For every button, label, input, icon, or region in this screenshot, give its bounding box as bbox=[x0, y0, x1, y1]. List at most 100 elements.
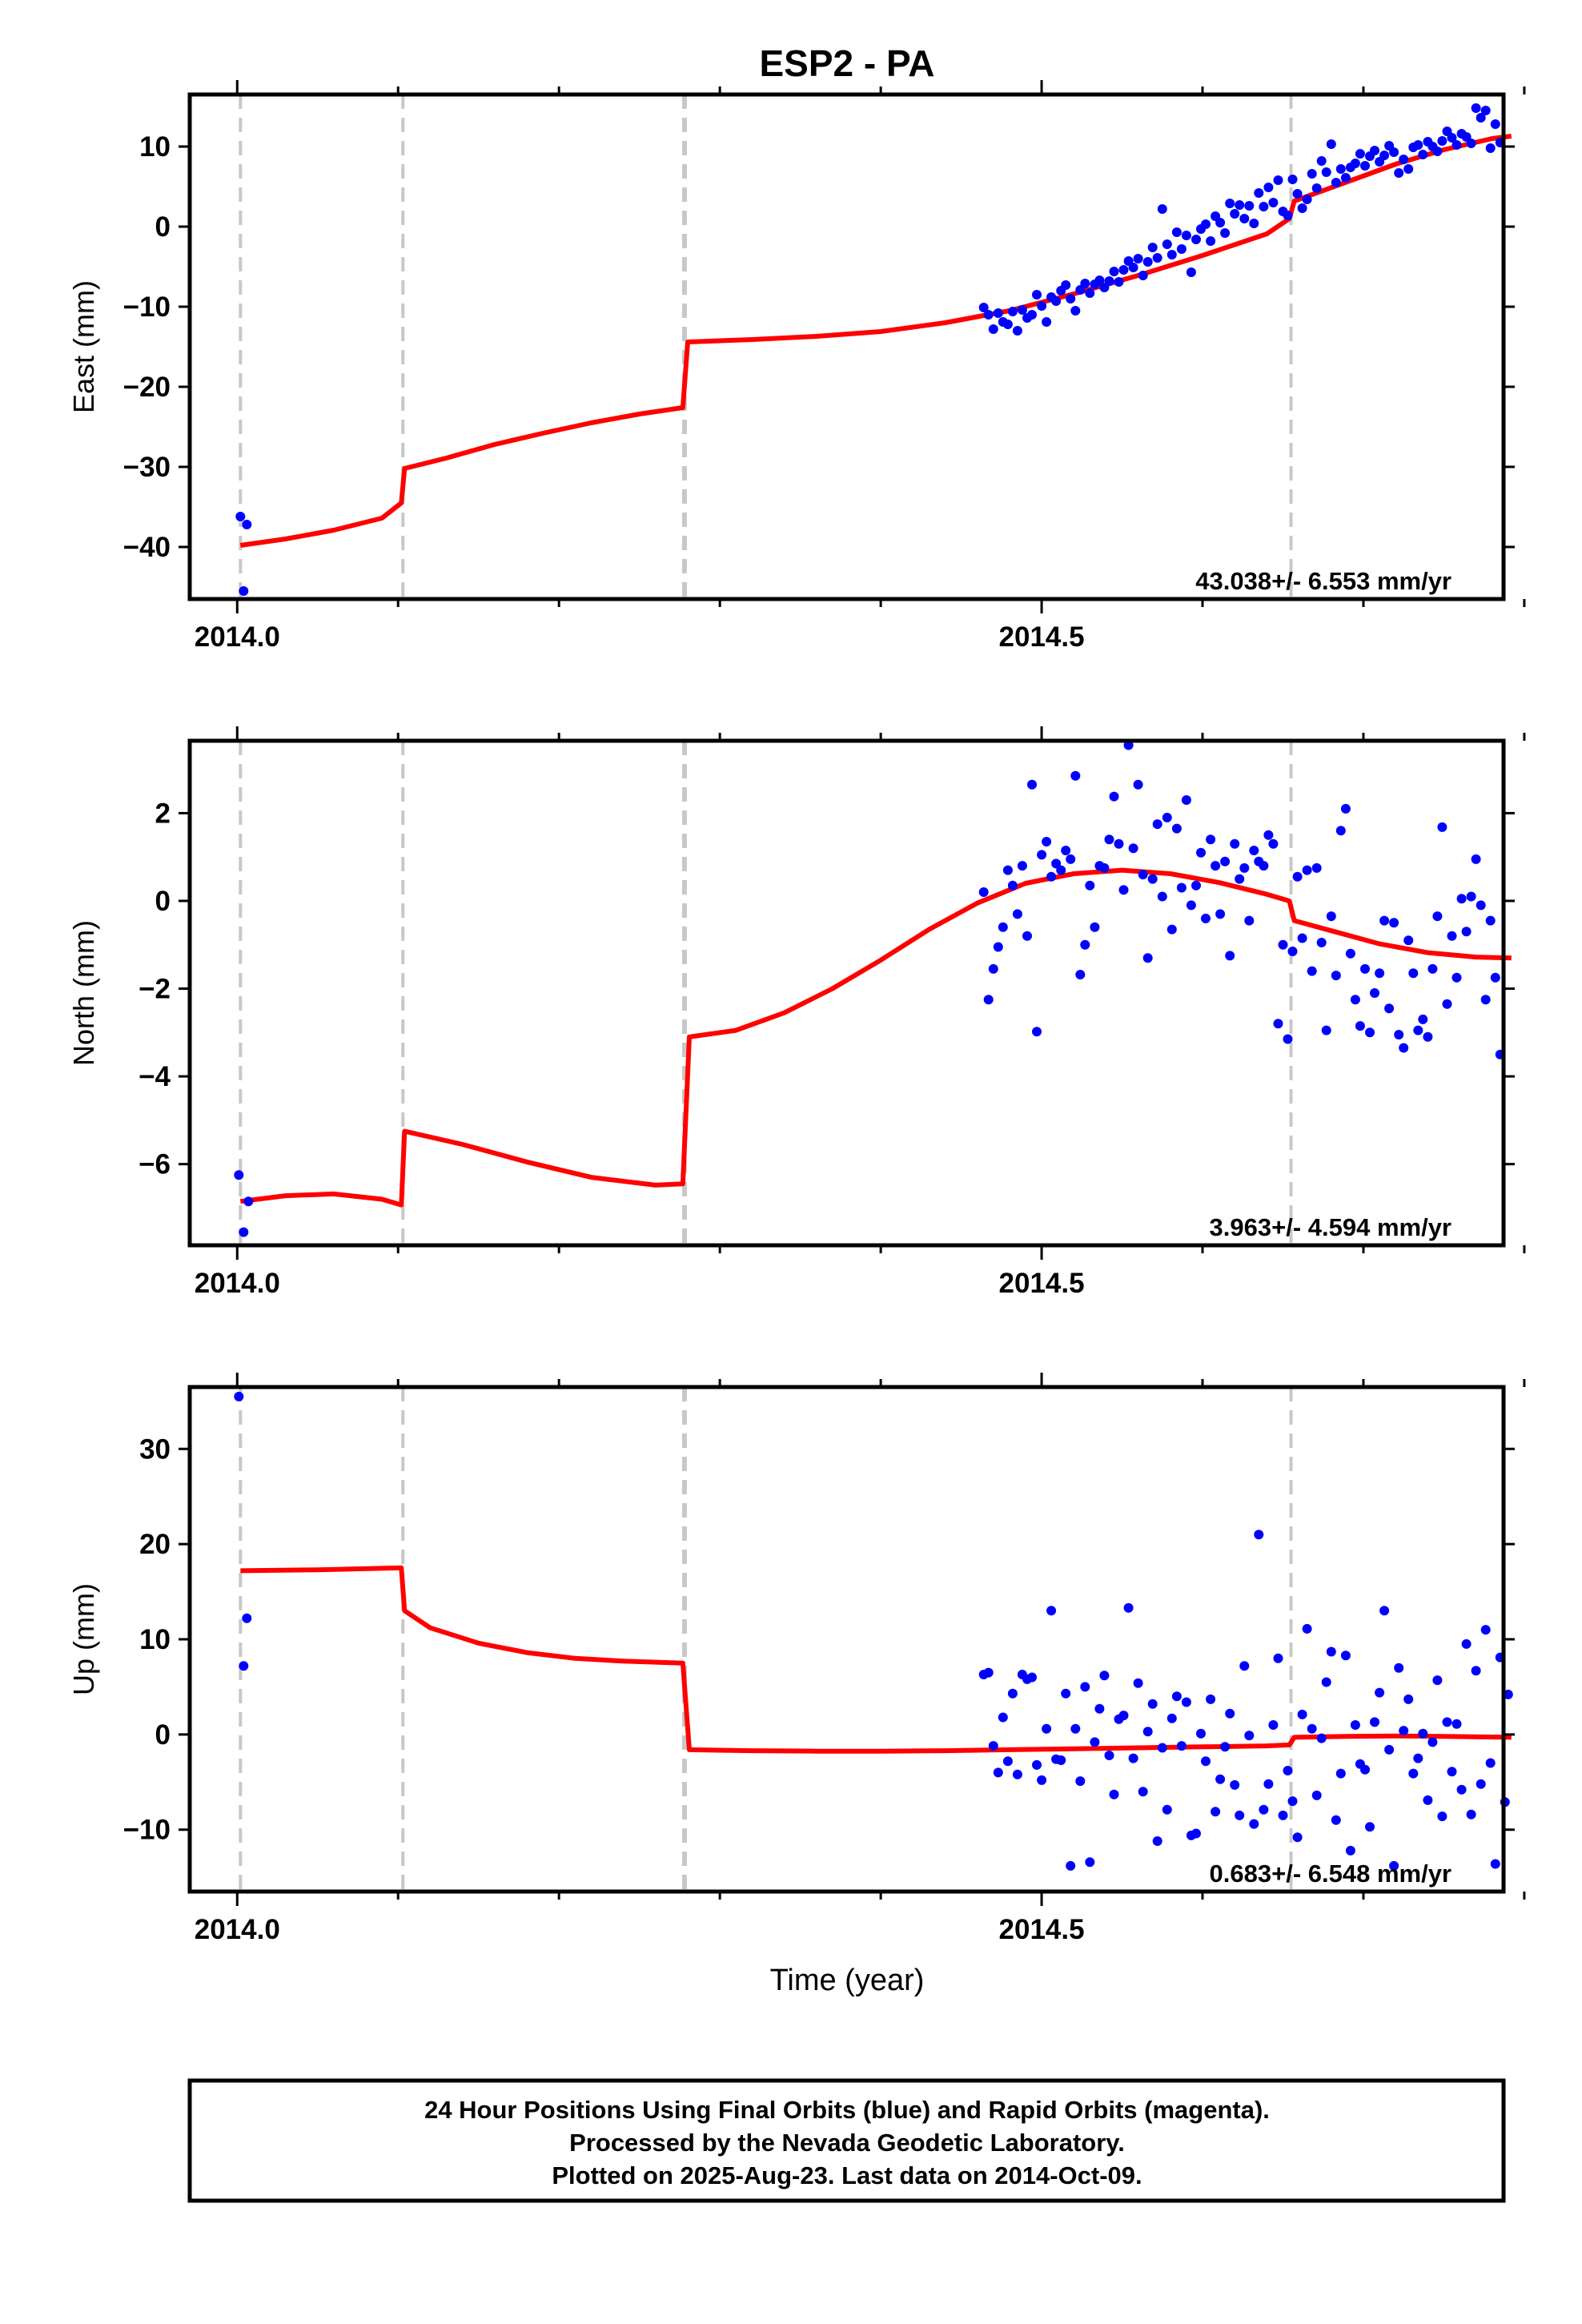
east-data-point bbox=[1162, 239, 1172, 249]
east-data-point bbox=[978, 303, 989, 312]
east-data-point bbox=[1220, 228, 1231, 238]
north-model-curve bbox=[239, 867, 1512, 1208]
east-data-point bbox=[1307, 169, 1317, 179]
up-data-point bbox=[1230, 1779, 1240, 1790]
north-data-point bbox=[1099, 862, 1110, 873]
up-data-point bbox=[1399, 1726, 1409, 1736]
north-data-point bbox=[1403, 935, 1414, 946]
east-data-point bbox=[1085, 288, 1095, 298]
east-data-point bbox=[1239, 214, 1250, 223]
up-data-point bbox=[1042, 1723, 1052, 1734]
east-data-point bbox=[1350, 159, 1360, 168]
north-data-point bbox=[1485, 915, 1496, 926]
east-data-point bbox=[1302, 195, 1312, 204]
east-data-point bbox=[1283, 211, 1293, 220]
up-data-point bbox=[1408, 1768, 1419, 1779]
east-data-point bbox=[1263, 183, 1274, 192]
north-data-point bbox=[1104, 834, 1114, 845]
north-data-point bbox=[1114, 838, 1124, 849]
north-data-point bbox=[1379, 915, 1390, 926]
east-model-curve bbox=[239, 134, 1512, 548]
up-data-point bbox=[1181, 1697, 1191, 1707]
east-data-point bbox=[1326, 139, 1336, 149]
east-data-point bbox=[1176, 244, 1186, 254]
east-data-point bbox=[1118, 265, 1129, 275]
up-data-point bbox=[1331, 1815, 1341, 1825]
east-data-point bbox=[1360, 161, 1370, 171]
caption-line-2: Processed by the Nevada Geodetic Laborat… bbox=[569, 2129, 1125, 2157]
north-data-point bbox=[1259, 861, 1269, 871]
north-data-point bbox=[1408, 968, 1419, 979]
north-data-point bbox=[1181, 795, 1191, 805]
north-data-point bbox=[1196, 847, 1206, 858]
north-data-point bbox=[1133, 779, 1143, 790]
up-data-point bbox=[1244, 1731, 1255, 1741]
up-data-point bbox=[1326, 1647, 1336, 1657]
east-data-point bbox=[1268, 198, 1279, 207]
east-data-point bbox=[1012, 326, 1022, 336]
up-data-point bbox=[1249, 1819, 1259, 1829]
up-y-tick-label: 10 bbox=[139, 1624, 171, 1655]
east-data-point bbox=[1466, 139, 1476, 148]
north-data-point bbox=[1490, 972, 1500, 983]
east-data-point bbox=[1244, 201, 1255, 211]
east-data-point bbox=[1109, 267, 1119, 276]
north-data-point bbox=[1032, 1027, 1042, 1037]
up-data-point bbox=[1254, 1530, 1264, 1540]
north-data-point bbox=[1109, 791, 1119, 802]
up-y-tick-label: −10 bbox=[123, 1815, 171, 1846]
up-data-point bbox=[1070, 1723, 1081, 1734]
up-y-tick-label: 0 bbox=[155, 1719, 171, 1751]
up-data-point bbox=[1138, 1787, 1148, 1797]
east-data-point bbox=[1171, 227, 1182, 237]
north-rate-label: 3.963+/- 4.594 mm/yr bbox=[1210, 1213, 1452, 1241]
east-data-point bbox=[1490, 119, 1500, 129]
up-data-point bbox=[1061, 1688, 1071, 1699]
up-data-point bbox=[1452, 1719, 1462, 1729]
north-data-point bbox=[1466, 891, 1476, 902]
east-data-point bbox=[1452, 140, 1462, 150]
north-data-point bbox=[1201, 913, 1211, 923]
north-data-point bbox=[1365, 1027, 1375, 1038]
east-data-point bbox=[1292, 189, 1303, 199]
north-data-point bbox=[983, 995, 994, 1005]
north-data-point bbox=[1215, 909, 1226, 919]
chart-title: ESP2 - PA bbox=[760, 42, 935, 84]
east-data-point bbox=[988, 324, 998, 334]
north-data-point bbox=[1012, 909, 1022, 919]
up-data-point bbox=[1335, 1768, 1346, 1779]
up-x-tick-label: 2014.0 bbox=[195, 1914, 280, 1945]
east-data-point bbox=[1080, 279, 1090, 288]
up-data-point bbox=[239, 1661, 249, 1671]
north-data-point bbox=[1166, 924, 1177, 935]
north-data-point bbox=[1413, 1025, 1423, 1035]
caption-line-1: 24 Hour Positions Using Final Orbits (bl… bbox=[424, 2096, 1270, 2124]
east-data-point bbox=[1017, 305, 1027, 315]
east-data-point bbox=[1051, 296, 1062, 306]
east-data-point bbox=[1042, 317, 1052, 327]
east-data-point bbox=[1215, 218, 1226, 227]
north-data-point bbox=[1263, 830, 1274, 840]
north-data-point bbox=[1302, 865, 1312, 875]
up-data-point bbox=[1171, 1691, 1182, 1702]
east-data-point bbox=[1152, 253, 1162, 263]
north-data-point bbox=[1244, 915, 1255, 926]
north-data-point bbox=[1360, 963, 1370, 974]
east-data-point bbox=[1235, 200, 1245, 210]
north-data-point bbox=[1249, 846, 1259, 855]
north-data-point bbox=[1268, 838, 1279, 849]
north-data-point bbox=[1283, 1034, 1293, 1044]
north-data-point bbox=[1350, 995, 1360, 1005]
east-data-point bbox=[239, 586, 249, 596]
east-data-point bbox=[1259, 202, 1269, 211]
north-data-point bbox=[1211, 861, 1221, 871]
east-data-point bbox=[1331, 178, 1341, 187]
east-data-point bbox=[1104, 276, 1114, 286]
east-rate-label: 43.038+/- 6.553 mm/yr bbox=[1195, 567, 1452, 595]
north-data-point bbox=[1452, 972, 1462, 983]
up-data-point bbox=[1418, 1728, 1428, 1739]
north-data-point bbox=[1273, 1019, 1283, 1029]
up-data-point bbox=[234, 1391, 244, 1401]
east-data-point bbox=[1321, 167, 1331, 177]
